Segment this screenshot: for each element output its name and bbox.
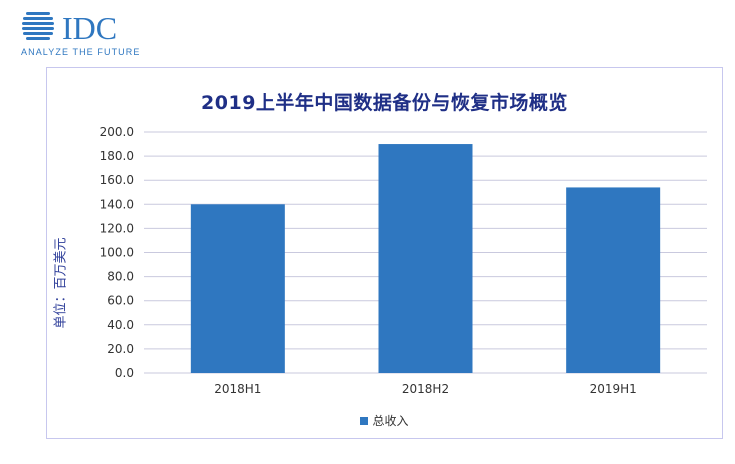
logo-wordmark: IDC bbox=[62, 10, 117, 46]
y-tick-label: 80.0 bbox=[107, 270, 134, 284]
bar bbox=[566, 187, 661, 373]
idc-logo: IDC ANALYZE THE FUTURE bbox=[20, 8, 170, 60]
bar bbox=[190, 204, 285, 373]
legend-swatch bbox=[360, 417, 369, 425]
legend-label: 总收入 bbox=[372, 414, 409, 428]
logo-tagline: ANALYZE THE FUTURE bbox=[21, 47, 140, 57]
y-tick-label: 140.0 bbox=[100, 197, 134, 211]
y-tick-label: 0.0 bbox=[115, 366, 134, 380]
idc-globe-icon: IDC ANALYZE THE FUTURE bbox=[21, 10, 140, 57]
y-tick-label: 180.0 bbox=[100, 149, 134, 163]
bar bbox=[378, 144, 473, 373]
y-tick-label: 100.0 bbox=[100, 246, 134, 260]
y-axis-label: 单位：百万美元 bbox=[53, 237, 69, 329]
x-tick-label: 2018H1 bbox=[214, 382, 261, 396]
y-tick-label: 40.0 bbox=[107, 318, 134, 332]
chart-legend: 总收入 bbox=[47, 412, 722, 429]
x-tick-label: 2018H2 bbox=[402, 382, 449, 396]
chart-title: 2019上半年中国数据备份与恢复市场概览 bbox=[201, 92, 568, 114]
y-tick-label: 120.0 bbox=[100, 221, 134, 235]
y-tick-label: 60.0 bbox=[107, 294, 134, 308]
x-tick-label: 2019H1 bbox=[590, 382, 637, 396]
y-tick-label: 20.0 bbox=[107, 342, 134, 356]
bar-chart-plot: 0.0 20.0 40.0 60.0 80.0 100.0 120.0 140.0 160.0 1… bbox=[100, 125, 707, 396]
y-tick-label: 160.0 bbox=[100, 173, 134, 187]
y-tick-label: 200.0 bbox=[100, 125, 134, 139]
chart-frame: 0.0 20.0 40.0 60.0 80.0 100.0 120.0 140.0 160.0 1… bbox=[46, 67, 723, 439]
